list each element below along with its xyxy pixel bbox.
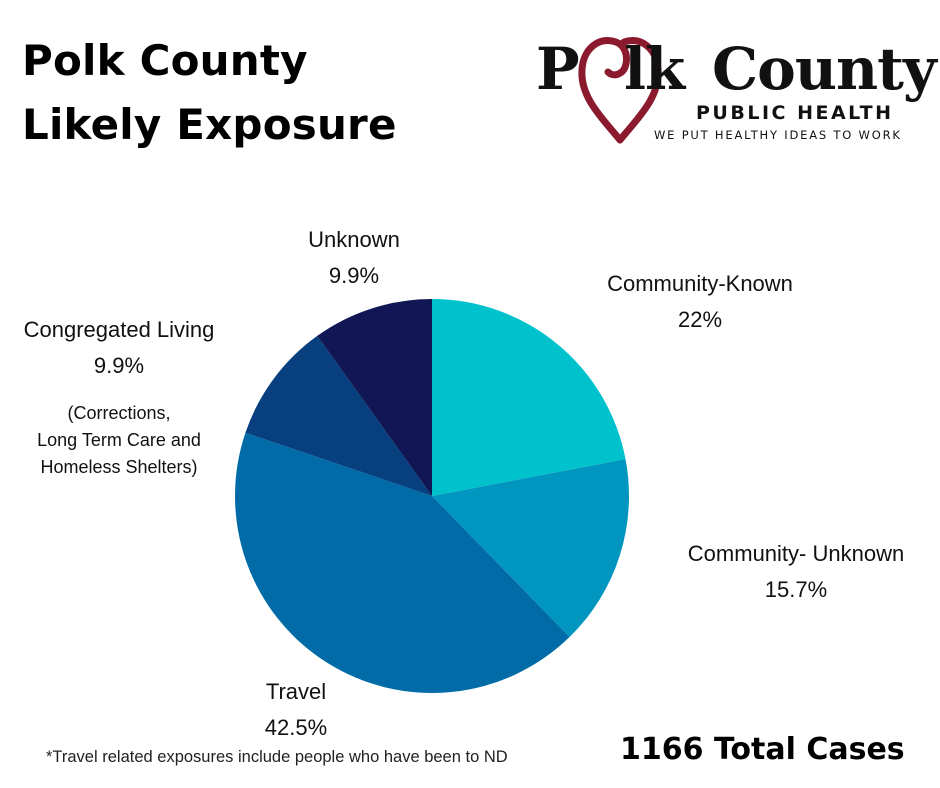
- slice-label-value: 9.9%: [328, 263, 380, 288]
- slice-label-value: 15.7%: [764, 577, 828, 602]
- slice-label-community-unknown: Community- Unknown 15.7%: [656, 536, 936, 608]
- slice-label-unknown: Unknown 9.9%: [274, 222, 434, 294]
- note-line: (Corrections,: [67, 403, 171, 423]
- logo-subtitle: PUBLIC HEALTH: [696, 102, 894, 124]
- slice-label-congregated-living: Congregated Living 9.9%: [4, 312, 234, 384]
- pie-slice-community-known: [432, 299, 626, 496]
- pie-slice-congregated-living: [245, 335, 432, 496]
- slice-label-category: Community- Unknown: [687, 541, 905, 566]
- polk-county-public-health-logo: P lk County PUBLIC HEALTH WE PUT HEALTHY…: [536, 28, 937, 148]
- page-title-line-1: Polk County: [22, 36, 308, 85]
- note-line: Homeless Shelters): [40, 457, 198, 477]
- pie-slice-travel: [234, 432, 570, 694]
- slice-label-category: Unknown: [308, 227, 400, 252]
- note-line: Long Term Care and: [37, 430, 201, 450]
- slice-label-travel: Travel 42.5%: [226, 674, 366, 746]
- slice-label-category: Community-Known: [607, 271, 793, 296]
- slice-label-category: Travel: [265, 679, 327, 704]
- slice-label-value: 9.9%: [93, 353, 145, 378]
- total-cases: 1166 Total Cases: [620, 732, 905, 767]
- pie-slice-community-unknown: [432, 459, 629, 638]
- heart-icon: [578, 37, 662, 144]
- slice-label-category: Congregated Living: [23, 317, 215, 342]
- page-title-line-2: Likely Exposure: [22, 100, 397, 149]
- slice-label-community-known: Community-Known 22%: [550, 266, 850, 338]
- logo-tagline: WE PUT HEALTHY IDEAS TO WORK: [654, 128, 902, 142]
- slice-label-value: 42.5%: [264, 715, 328, 740]
- slice-label-value: 22%: [677, 307, 723, 332]
- travel-footnote: *Travel related exposures include people…: [46, 748, 508, 766]
- congregated-living-note: (Corrections, Long Term Care and Homeles…: [8, 400, 230, 481]
- logo-word-lk: lk: [624, 35, 685, 103]
- pie-slice-unknown: [317, 299, 432, 496]
- logo-word-county: County: [712, 35, 937, 103]
- logo-word-p: P: [536, 35, 580, 103]
